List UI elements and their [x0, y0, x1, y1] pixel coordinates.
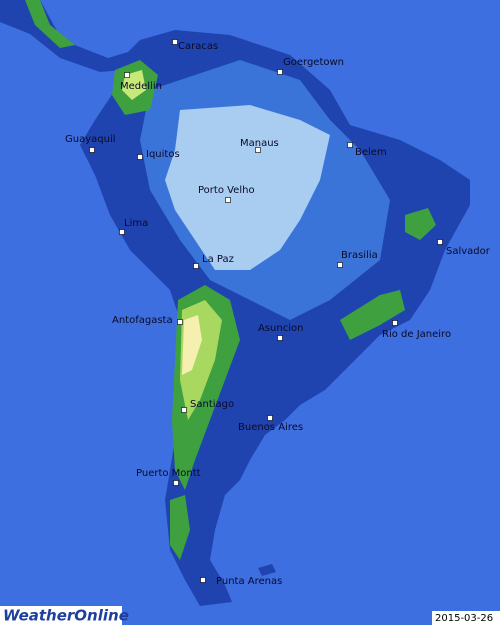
- city-label: Santiago: [190, 399, 234, 410]
- city-dot: [277, 69, 283, 75]
- central-america: [0, 0, 128, 72]
- city-label: Manaus: [240, 138, 279, 149]
- city-dot: [347, 142, 353, 148]
- light-blue-region: [165, 105, 330, 270]
- city-label: Rio de Janeiro: [382, 329, 451, 340]
- city-dot: [177, 319, 183, 325]
- city-label: Iquitos: [146, 149, 180, 160]
- city-dot: [193, 263, 199, 269]
- logo-box: [0, 606, 122, 625]
- city-label: La Paz: [202, 254, 234, 265]
- city-label: Caracas: [178, 41, 218, 52]
- brazil-east-green: [405, 208, 436, 240]
- city-dot: [89, 147, 95, 153]
- date-box: [432, 611, 500, 625]
- city-label: Antofagasta: [112, 315, 173, 326]
- city-dot: [200, 577, 206, 583]
- city-label: Puerto Montt: [136, 468, 201, 479]
- city-label: Asuncion: [258, 323, 303, 334]
- date: 2015-03-26: [435, 613, 493, 624]
- city-dot: [172, 39, 178, 45]
- city-label: Buenos Aires: [238, 422, 303, 433]
- city-dot: [255, 147, 261, 153]
- city-dot: [392, 320, 398, 326]
- city-label: Belem: [355, 147, 387, 158]
- logo: WeatherOnline: [3, 607, 129, 625]
- city-label: Salvador: [446, 246, 491, 257]
- central-america-green: [25, 0, 75, 48]
- city-label: Porto Velho: [198, 185, 255, 196]
- city-dot: [173, 480, 179, 486]
- city-dot: [267, 415, 273, 421]
- brazil-south-green: [340, 290, 405, 340]
- city-label: Guayaquil: [65, 134, 116, 145]
- atacama-yellow: [182, 315, 202, 375]
- city-dot: [337, 262, 343, 268]
- city-dot: [119, 229, 125, 235]
- city-dot: [277, 335, 283, 341]
- city-label: Brasilia: [341, 250, 378, 261]
- city-label: Medellin: [120, 81, 162, 92]
- city-dot: [124, 72, 130, 78]
- city-dot: [181, 407, 187, 413]
- city-label: Punta Arenas: [216, 576, 282, 587]
- city-label: Lima: [124, 218, 148, 229]
- city-dot: [137, 154, 143, 160]
- falklands: [258, 564, 276, 576]
- patagonia-green: [170, 495, 190, 560]
- city-dot: [437, 239, 443, 245]
- city-label: Goergetown: [283, 57, 344, 68]
- city-dot: [225, 197, 231, 203]
